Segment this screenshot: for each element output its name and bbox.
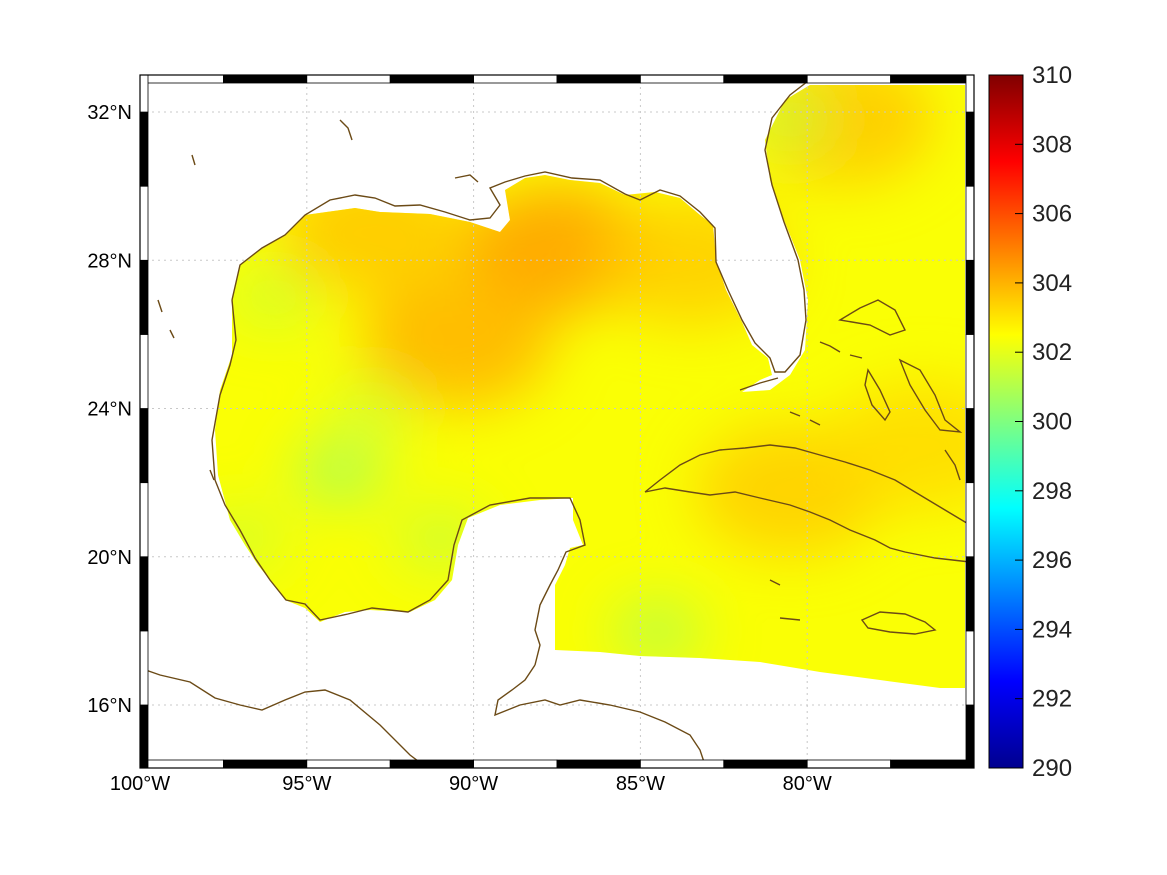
sst-warm-area [828,380,965,511]
frame-segment [723,74,808,84]
coastline-us-gulf [231,77,813,373]
frame-segment [965,334,975,409]
colorbar-tick-label: 306 [1032,201,1072,228]
frame-segment [306,74,391,84]
frame-segment [139,74,149,113]
frame-segment [139,704,149,769]
frame-segment [965,482,975,558]
frame-segment [640,74,725,84]
frame-segment [890,74,975,84]
colorbar-tick-label: 298 [1032,478,1072,505]
coastline-yucatan-east [494,664,706,766]
frame-segment [473,759,558,769]
frame-segment [965,408,975,484]
frame-segment [139,556,149,632]
frame-segment [139,482,149,558]
latitude-label: 16°N [87,695,132,717]
latitude-label: 32°N [87,102,132,124]
longitude-label: 95°W [282,773,331,795]
frame-segment [965,556,975,632]
longitude-label: 100°W [110,773,170,795]
latitude-tick-labels: 16°N 20°N 24°N 28°N 32°N [87,102,132,717]
sst-cool-area [228,267,319,328]
coastlines [140,77,971,768]
latitude-label: 28°N [87,250,132,272]
colorbar: 290 292 294 296 298 300 302 304 306 308 310 [988,62,1072,782]
frame-segment [723,759,808,769]
frame-segment [139,74,224,84]
sst-cool-area [328,378,419,439]
coastline-central-america [140,667,429,768]
frame-segment [965,74,975,113]
colorbar-tick-label: 310 [1032,62,1072,89]
sst-cool-area [295,441,386,502]
frame-border [139,74,975,769]
frame-segment [389,74,475,84]
coastline-bahamas [819,299,963,433]
frame-segment [139,111,149,187]
latitude-label: 20°N [87,547,132,569]
frame-segment [306,759,391,769]
frame-segment [806,74,892,84]
coastline-jamaica [860,611,937,635]
colorbar-tick-label: 302 [1032,339,1072,366]
colorbar-tick-label: 296 [1032,547,1072,574]
frame-segment [139,630,149,706]
frame-segment [556,74,641,84]
colorbar-ticks: 290 292 294 296 298 300 302 304 306 308 310 [1015,62,1072,782]
longitude-label: 80°W [783,773,832,795]
frame-segment [139,334,149,409]
sst-cool-area [612,600,703,661]
frame-segment [473,74,558,84]
sst-warm-area [361,276,552,407]
frame-segment [556,759,641,769]
longitude-label: 90°W [449,773,498,795]
frame-segment [139,408,149,484]
frame-segment [389,759,475,769]
frame-segment [965,630,975,706]
map-frame [139,74,975,769]
colorbar-tick-label: 292 [1032,686,1072,713]
frame-segment [139,185,149,261]
colorbar-tick-label: 290 [1032,755,1072,782]
frame-segment [965,704,975,769]
frame-segment [640,759,725,769]
latitude-label: 24°N [87,399,132,421]
coastline-keys [739,377,779,391]
frame-segment [222,74,308,84]
coastline-mexico [211,299,586,666]
coastline-cuba [644,444,971,563]
frame-segment [806,759,892,769]
graticule [140,75,974,768]
colorbar-tick-label: 300 [1032,409,1072,436]
colorbar-tick-label: 308 [1032,131,1072,158]
longitude-tick-labels: 100°W 95°W 90°W 85°W 80°W [110,773,832,795]
colorbar-tick-label: 294 [1032,616,1072,643]
coastline-misc [157,119,961,621]
colorbar-tick-label: 304 [1032,270,1072,297]
frame-segment [965,185,975,261]
frame-segment [965,111,975,187]
frame-segment [139,759,224,769]
frame-segment [139,259,149,335]
frame-segment [965,259,975,335]
longitude-label: 85°W [616,773,665,795]
frame-segment [222,759,308,769]
frame-segment [890,759,975,769]
